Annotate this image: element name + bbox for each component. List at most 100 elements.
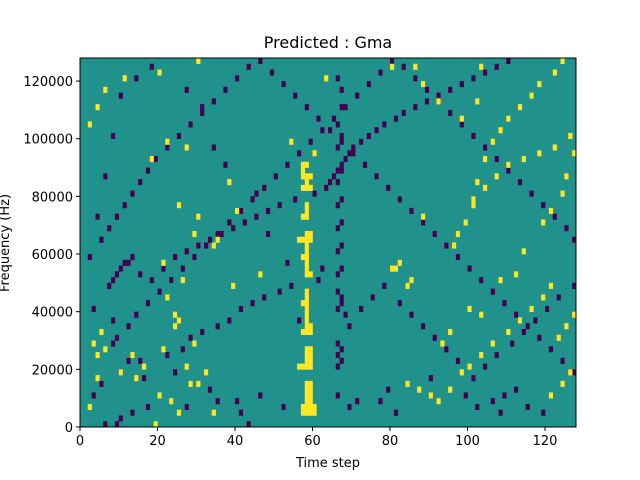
heatmap-cell-high <box>308 363 313 370</box>
heatmap-cell-low <box>335 363 340 370</box>
heatmap-cell-low <box>339 104 344 111</box>
heatmap-cell-low <box>169 277 174 284</box>
heatmap-cell-low <box>157 288 162 295</box>
heatmap-cell-low <box>111 340 116 347</box>
heatmap-cell-low <box>215 230 220 238</box>
heatmap-cell-low <box>281 81 286 88</box>
heatmap-cell-low <box>335 271 340 278</box>
heatmap-cell-low <box>421 219 426 226</box>
heatmap-cell-low <box>231 225 236 232</box>
heatmap-cell-low <box>184 403 189 411</box>
heatmap-cell-high <box>103 86 108 93</box>
heatmap-cell-high <box>541 219 546 226</box>
heatmap-cell-low <box>308 138 313 145</box>
heatmap-cell-low <box>335 144 340 151</box>
heatmap-cell-high <box>149 156 154 163</box>
heatmap-cell-low <box>343 311 348 318</box>
heatmap-cell-low <box>514 311 519 318</box>
heatmap-cell-high <box>467 305 472 312</box>
heatmap-cell-high <box>308 392 313 399</box>
heatmap-cell-low <box>192 254 197 261</box>
heatmap-cell-low <box>262 184 267 191</box>
heatmap-cell-high <box>471 196 476 203</box>
heatmap-cell-low <box>184 248 189 255</box>
heatmap-cell-low <box>436 92 441 99</box>
heatmap-cell-low <box>397 300 402 307</box>
heatmap-cell-low <box>378 398 383 405</box>
heatmap-cell-high <box>467 363 472 370</box>
y-tick-label: 40000 <box>32 306 73 321</box>
heatmap-cell-low <box>200 104 205 111</box>
heatmap-cell-low <box>269 69 275 76</box>
heatmap-cell-low <box>525 323 530 330</box>
heatmap-cell-high <box>521 248 526 255</box>
heatmap-cell-high <box>211 409 216 416</box>
heatmap-cell-low <box>165 352 170 359</box>
heatmap-cell-high <box>122 75 127 82</box>
heatmap-cell-high <box>514 271 519 278</box>
heatmap-cell-low <box>490 288 495 295</box>
heatmap-cell-low <box>510 340 515 347</box>
heatmap-cell-high <box>169 398 174 405</box>
heatmap-cell-high <box>308 236 313 243</box>
heatmap-cell-high <box>405 380 410 387</box>
heatmap-cell-high <box>440 340 445 347</box>
heatmap-cell-low <box>572 236 577 243</box>
x-tick-label: 60 <box>304 434 321 449</box>
x-tick-label: 40 <box>227 434 244 449</box>
heatmap-cell-low <box>312 190 317 197</box>
heatmap-cell-low <box>339 300 344 307</box>
heatmap-cell-high <box>421 81 426 88</box>
heatmap-cell-low <box>320 127 325 134</box>
heatmap-cell-high <box>483 156 488 163</box>
heatmap-cell-high <box>235 207 240 214</box>
heatmap-cell-low <box>471 375 476 382</box>
heatmap-cell-high <box>568 369 573 376</box>
heatmap-cell-high <box>157 392 162 399</box>
heatmap-cell-high <box>421 213 426 220</box>
x-axis-label: Time step <box>295 456 360 471</box>
heatmap-cell-low <box>118 92 123 99</box>
heatmap-cell-high <box>312 409 317 416</box>
heatmap-cell-low <box>347 323 352 330</box>
heatmap-cell-low <box>215 323 220 330</box>
x-tick-label: 0 <box>76 434 84 449</box>
heatmap-cell-high <box>300 328 306 336</box>
heatmap-cell-low <box>107 282 112 289</box>
heatmap-cell-low <box>494 352 499 359</box>
heatmap-cell-low <box>517 179 523 186</box>
heatmap-cell-low <box>138 271 143 278</box>
heatmap-cell-low <box>219 230 224 238</box>
heatmap-cell-high <box>304 363 309 370</box>
heatmap-cell-high <box>300 363 306 370</box>
heatmap-cell-high <box>312 150 317 157</box>
heatmap-cell-high <box>479 352 484 359</box>
heatmap-cell-low <box>471 75 476 82</box>
heatmap-cell-low <box>335 392 340 399</box>
heatmap-cell-low <box>409 207 414 214</box>
heatmap-cell-high <box>161 259 166 266</box>
heatmap-cell-low <box>277 202 282 209</box>
heatmap-cell-high <box>300 409 306 416</box>
heatmap-cell-high <box>463 219 468 226</box>
heatmap-cell-high <box>165 294 170 301</box>
heatmap-cell-low <box>238 409 244 416</box>
heatmap-cell-high <box>552 69 557 76</box>
heatmap-cell-high <box>308 346 313 353</box>
heatmap-cell-low <box>114 271 120 278</box>
heatmap-cell-low <box>483 69 488 76</box>
heatmap-cell-high <box>448 386 453 393</box>
heatmap-cell-low <box>390 58 395 65</box>
heatmap-cell-high <box>304 352 309 359</box>
heatmap-cell-high <box>304 357 309 364</box>
heatmap-cell-low <box>223 86 228 93</box>
heatmap-cell-low <box>180 265 185 272</box>
heatmap-cell-low <box>111 317 116 324</box>
heatmap-cell-high <box>564 173 569 180</box>
heatmap-cell-high <box>95 375 100 382</box>
heatmap-cell-low <box>459 81 464 88</box>
heatmap-cell-low <box>227 317 232 324</box>
heatmap-cell-low <box>211 98 216 105</box>
heatmap-cell-high <box>308 403 313 411</box>
